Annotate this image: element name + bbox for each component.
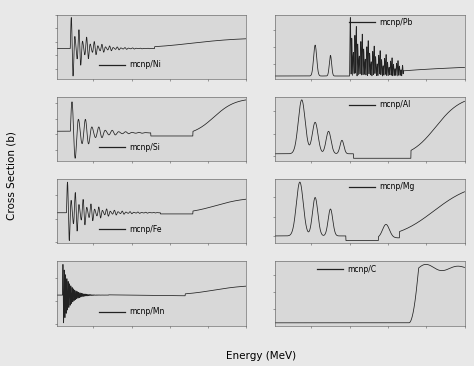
Text: mcnp/Mg: mcnp/Mg bbox=[379, 182, 415, 191]
Text: mcnp/Si: mcnp/Si bbox=[129, 142, 160, 152]
Text: mcnp/Ni: mcnp/Ni bbox=[129, 60, 161, 69]
Text: Energy (MeV): Energy (MeV) bbox=[226, 351, 296, 361]
Text: mcnp/Fe: mcnp/Fe bbox=[129, 225, 162, 234]
Text: mcnp/Al: mcnp/Al bbox=[379, 100, 410, 109]
Text: mcnp/C: mcnp/C bbox=[347, 265, 376, 274]
Text: Cross Section (b): Cross Section (b) bbox=[7, 131, 17, 220]
Text: mcnp/Mn: mcnp/Mn bbox=[129, 307, 164, 316]
Text: mcnp/Pb: mcnp/Pb bbox=[379, 18, 412, 27]
